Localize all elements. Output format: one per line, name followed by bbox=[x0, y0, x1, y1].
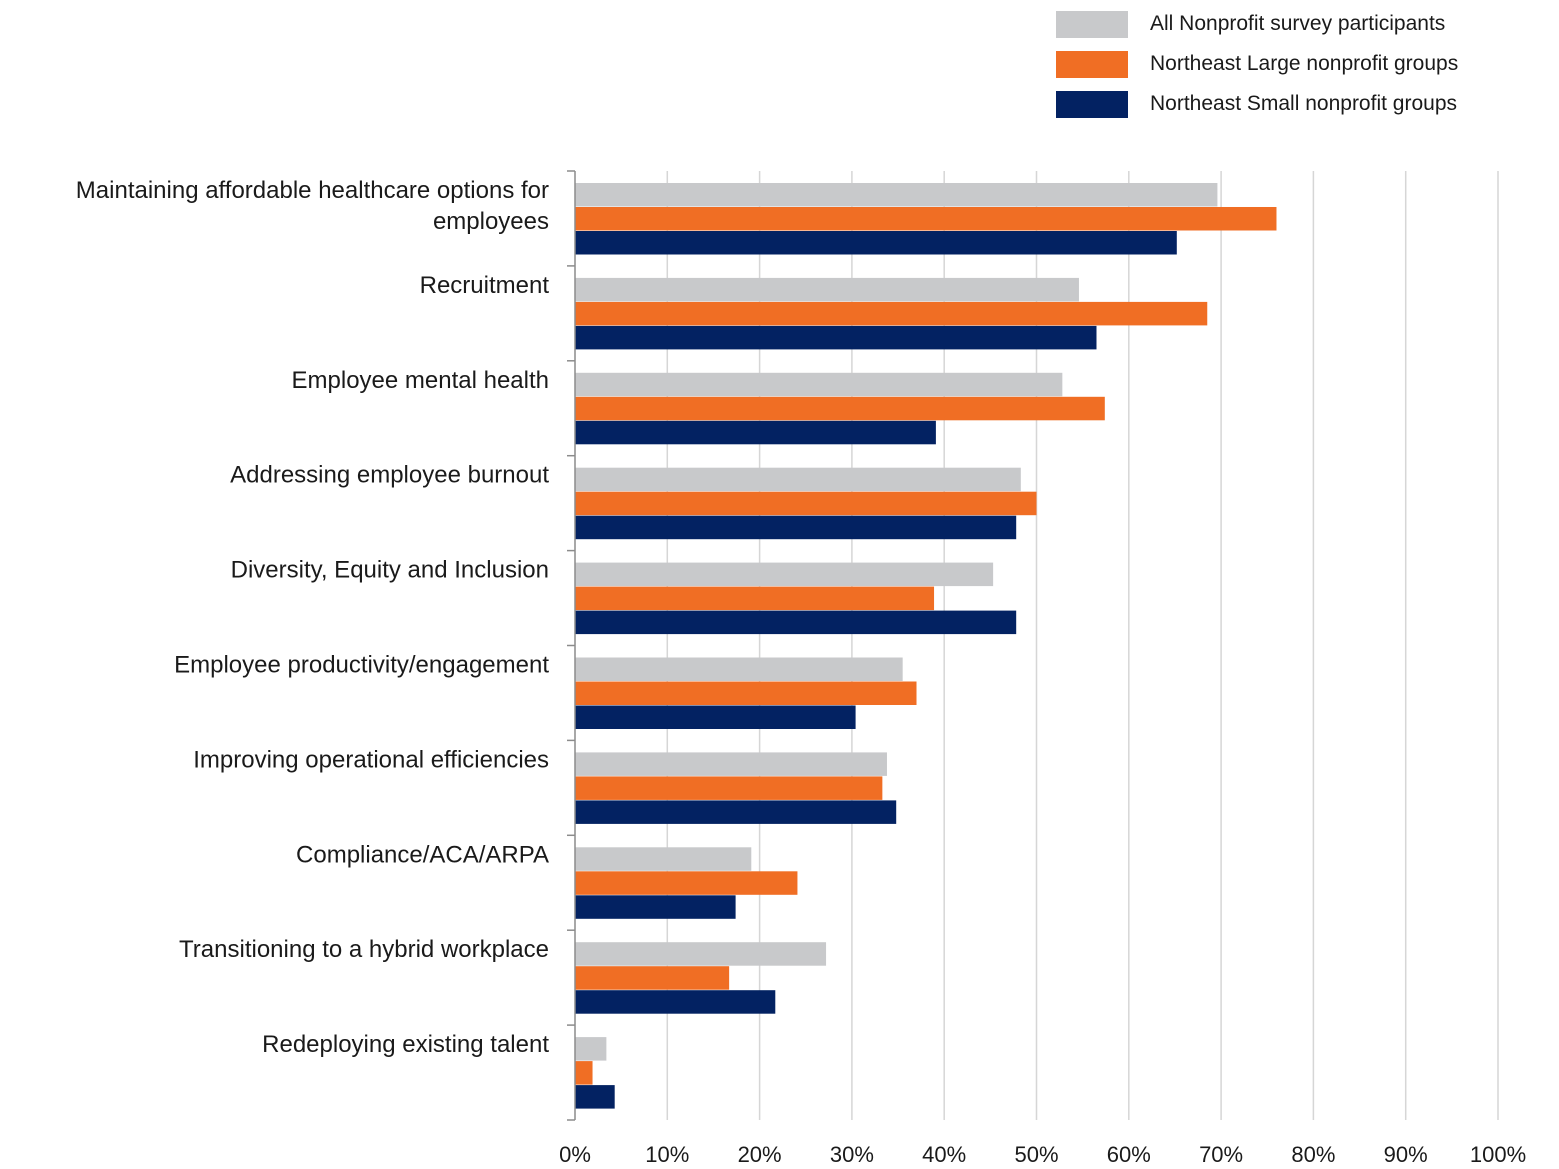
category-label: Addressing employee burnout bbox=[230, 462, 549, 489]
bar-series-2-category-9 bbox=[575, 966, 730, 990]
bar-series-2-category-2 bbox=[575, 301, 1208, 326]
bar-series-2-category-7 bbox=[575, 776, 883, 800]
legend-label-all-nonprofit: All Nonprofit survey participants bbox=[1150, 12, 1446, 35]
bar-series-1-category-10 bbox=[575, 1037, 607, 1061]
bar-series-3-category-1 bbox=[575, 231, 1177, 255]
bar-series-3-category-8 bbox=[575, 895, 736, 919]
bar-series-3-category-3 bbox=[575, 420, 936, 445]
bar-series-3-category-9 bbox=[575, 990, 776, 1014]
category-label: Transitioning to a hybrid workplace bbox=[179, 936, 549, 963]
bar-series-2-category-1 bbox=[575, 207, 1277, 231]
bar-series-3-category-6 bbox=[575, 705, 856, 729]
legend-label-northeast-large: Northeast Large nonprofit groups bbox=[1150, 52, 1459, 75]
category-label: Employee mental health bbox=[292, 367, 549, 394]
bar-series-3-category-2 bbox=[575, 325, 1097, 350]
bar-series-1-category-2 bbox=[575, 277, 1079, 302]
bar-series-2-category-6 bbox=[575, 681, 917, 705]
category-label: Redeploying existing talent bbox=[262, 1031, 549, 1058]
category-label: Recruitment bbox=[420, 272, 550, 299]
bar-series-2-category-4 bbox=[575, 491, 1037, 516]
bar-series-1-category-4 bbox=[575, 467, 1021, 492]
legend-item-northeast-small: Northeast Small nonprofit groups bbox=[1056, 84, 1458, 124]
bar-series-1-category-8 bbox=[575, 847, 752, 871]
bar-series-1-category-5 bbox=[575, 562, 994, 587]
bar-series-1-category-1 bbox=[575, 183, 1218, 207]
legend-swatch-northeast-small bbox=[1056, 90, 1128, 118]
x-tick-label: 20% bbox=[738, 1142, 782, 1167]
legend-label-northeast-small: Northeast Small nonprofit groups bbox=[1150, 92, 1457, 115]
bar-series-2-category-10 bbox=[575, 1061, 593, 1085]
x-tick-label: 10% bbox=[645, 1142, 689, 1167]
bar-series-1-category-6 bbox=[575, 657, 903, 681]
bar-series-2-category-3 bbox=[575, 396, 1105, 421]
category-label: Compliance/ACA/ARPA bbox=[296, 841, 549, 868]
bar-series-3-category-5 bbox=[575, 610, 1017, 635]
x-tick-label: 80% bbox=[1291, 1142, 1335, 1167]
legend-item-all-nonprofit: All Nonprofit survey participants bbox=[1056, 4, 1458, 44]
bar-series-2-category-5 bbox=[575, 586, 935, 611]
category-label: Diversity, Equity and Inclusion bbox=[231, 557, 549, 584]
legend: All Nonprofit survey participants Northe… bbox=[1056, 4, 1458, 124]
x-tick-label: 0% bbox=[559, 1142, 591, 1167]
x-tick-label: 70% bbox=[1199, 1142, 1243, 1167]
bar-series-1-category-7 bbox=[575, 752, 887, 776]
category-label: Employee productivity/engagement bbox=[174, 652, 549, 679]
x-tick-label: 60% bbox=[1107, 1142, 1151, 1167]
x-tick-label: 30% bbox=[830, 1142, 874, 1167]
x-tick-label: 40% bbox=[922, 1142, 966, 1167]
category-labels: Maintaining affordable healthcare option… bbox=[76, 177, 550, 1058]
bar-series-3-category-4 bbox=[575, 515, 1017, 540]
category-label: Maintaining affordable healthcare option… bbox=[76, 177, 549, 235]
x-tick-label: 100% bbox=[1470, 1142, 1526, 1167]
x-tick-label: 50% bbox=[1014, 1142, 1058, 1167]
bars bbox=[575, 183, 1277, 1109]
bar-series-2-category-8 bbox=[575, 871, 798, 895]
y-axis bbox=[567, 170, 576, 1121]
bar-series-1-category-9 bbox=[575, 942, 827, 966]
bar-series-3-category-7 bbox=[575, 800, 897, 824]
bar-series-1-category-3 bbox=[575, 372, 1063, 397]
legend-item-northeast-large: Northeast Large nonprofit groups bbox=[1056, 44, 1458, 84]
bar-series-3-category-10 bbox=[575, 1085, 615, 1109]
legend-swatch-northeast-large bbox=[1056, 50, 1128, 78]
x-tick-label: 90% bbox=[1384, 1142, 1428, 1167]
category-label: Improving operational efficiencies bbox=[193, 746, 549, 773]
x-tick-labels: 0% 10% 20% 30% 40% 50% 60% 70% 80% 90% 100% bbox=[559, 1142, 1526, 1167]
legend-swatch-all-nonprofit bbox=[1056, 10, 1128, 38]
